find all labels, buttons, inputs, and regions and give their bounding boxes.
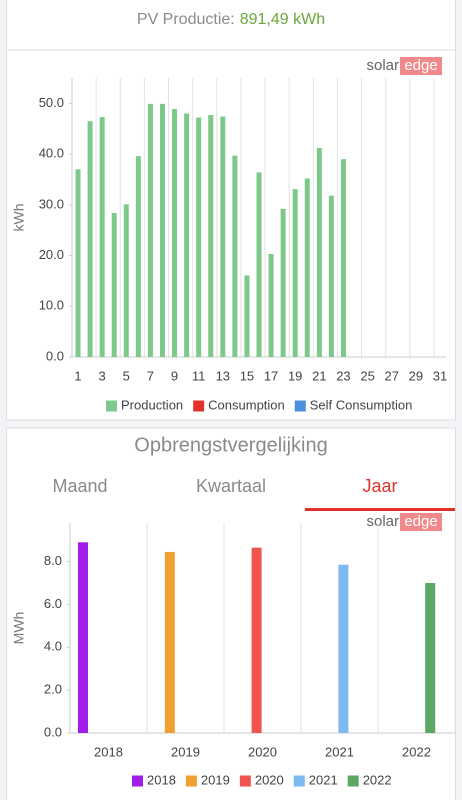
- bar: [123, 204, 129, 357]
- header: PV Productie: 891,49 kWh: [137, 11, 325, 28]
- bar: [159, 103, 165, 357]
- tab[interactable]: Kwartaal: [196, 476, 266, 496]
- legend-label: Self Consumption: [310, 397, 413, 412]
- x-tick-label: 2022: [402, 744, 431, 759]
- tab[interactable]: Jaar: [362, 476, 397, 496]
- x-tick-label: 13: [216, 368, 230, 383]
- bar: [220, 116, 226, 357]
- logo-left: solar: [366, 57, 399, 74]
- legend-swatch: [193, 400, 205, 412]
- bar: [184, 113, 190, 357]
- y-tick-label: 20.0: [39, 247, 64, 262]
- bar: [338, 564, 349, 733]
- tab-underline: [305, 508, 455, 511]
- bar: [280, 208, 286, 357]
- legend-label: 2019: [201, 772, 230, 787]
- bar: [135, 156, 141, 357]
- x-tick-label: 17: [264, 368, 278, 383]
- bar: [111, 212, 117, 357]
- legend-label: Production: [121, 397, 183, 412]
- y-tick-label: 0.0: [46, 348, 64, 363]
- legend-label: 2021: [309, 772, 338, 787]
- bar: [164, 551, 175, 733]
- legend-label: Consumption: [208, 397, 285, 412]
- legend-label: 2022: [363, 772, 392, 787]
- x-tick-label: 1: [74, 368, 81, 383]
- y-tick-label: 40.0: [39, 146, 64, 161]
- bar: [172, 108, 178, 357]
- legend-label: 2018: [147, 772, 176, 787]
- y-axis-label: kWh: [11, 204, 27, 232]
- header-value: 891,49 kWh: [240, 11, 325, 28]
- bar: [244, 275, 250, 357]
- x-tick-label: 31: [433, 368, 447, 383]
- y-tick-label: 10.0: [39, 298, 64, 313]
- tab[interactable]: Maand: [52, 476, 107, 496]
- bar: [256, 172, 262, 357]
- y-tick-label: 0.0: [44, 724, 62, 739]
- logo-right: edge: [404, 57, 437, 74]
- y-tick-label: 8.0: [44, 553, 62, 568]
- logo-left: solar: [366, 513, 399, 530]
- legend-swatch: [347, 775, 359, 787]
- y-tick-label: 6.0: [44, 596, 62, 611]
- bar: [304, 178, 310, 357]
- bar: [251, 547, 262, 733]
- x-tick-label: 21: [312, 368, 326, 383]
- x-tick-label: 2020: [248, 744, 277, 759]
- x-tick-label: 11: [192, 368, 206, 383]
- y-tick-label: 4.0: [44, 639, 62, 654]
- bar: [232, 155, 238, 357]
- x-tick-label: 25: [360, 368, 374, 383]
- logo-badge: [400, 57, 442, 75]
- section-title: Opbrengstvergelijking: [134, 434, 327, 456]
- y-axis-label: MWh: [11, 612, 27, 645]
- bar: [147, 103, 153, 357]
- legend-swatch: [185, 775, 197, 787]
- bar: [292, 189, 298, 357]
- legend-swatch: [293, 775, 305, 787]
- x-tick-label: 2019: [171, 744, 200, 759]
- legend-swatch: [132, 775, 143, 787]
- legend-swatch: [239, 775, 251, 787]
- x-tick-label: 7: [147, 368, 154, 383]
- x-tick-label: 2018: [94, 744, 123, 759]
- bar: [425, 583, 436, 733]
- bar: [328, 195, 334, 357]
- legend-label: 2020: [255, 772, 284, 787]
- bar: [316, 148, 322, 357]
- y-tick-label: 30.0: [39, 196, 64, 211]
- y-tick-label: 50.0: [39, 95, 64, 110]
- bar: [87, 121, 93, 357]
- bar: [78, 542, 88, 733]
- production-card: [6, 0, 456, 421]
- x-tick-label: 19: [288, 368, 302, 383]
- x-tick-label: 29: [409, 368, 423, 383]
- legend-swatch: [294, 400, 306, 412]
- x-tick-label: 3: [99, 368, 106, 383]
- y-tick-label: 2.0: [44, 682, 62, 697]
- x-tick-label: 27: [384, 368, 398, 383]
- bar: [340, 159, 346, 357]
- bar: [208, 115, 214, 357]
- x-tick-label: 9: [171, 368, 178, 383]
- bar: [75, 169, 81, 357]
- logo-right: edge: [404, 513, 437, 530]
- x-tick-label: 15: [240, 368, 254, 383]
- header-label: PV Productie:: [137, 11, 235, 28]
- bar: [99, 117, 105, 357]
- x-tick-label: 2021: [325, 744, 354, 759]
- legend-swatch: [106, 400, 117, 412]
- bar: [268, 254, 274, 357]
- x-tick-label: 23: [336, 368, 350, 383]
- bar: [196, 117, 202, 357]
- logo-badge: [400, 513, 442, 531]
- x-tick-label: 5: [123, 368, 130, 383]
